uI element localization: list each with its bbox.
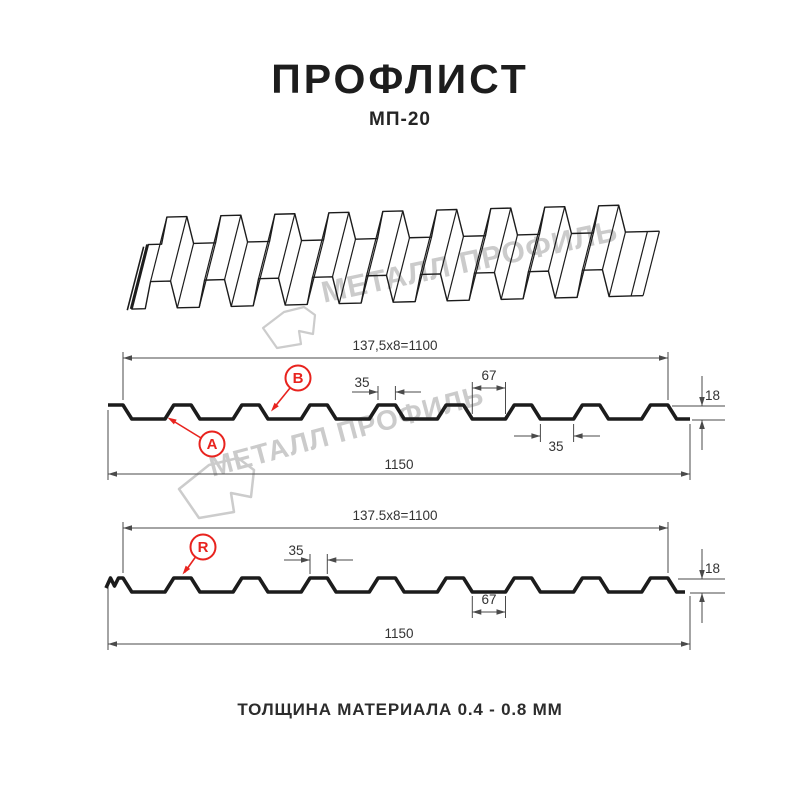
page-title: ПРОФЛИСТ	[271, 56, 529, 102]
dim-pitch-total-top: 137,5x8=1100	[353, 338, 438, 353]
label-r-circle	[189, 533, 217, 561]
brand-logo-watermark	[177, 456, 256, 520]
dim-total-width: 1150	[384, 457, 413, 472]
cross-section-bottom: R 137.5x8=1100 35 67 18 1150	[104, 508, 725, 650]
label-b-circle	[284, 364, 312, 392]
dim-total-width: 1150	[384, 626, 413, 641]
dim-valley-width: 67	[481, 368, 496, 383]
dim-valley-width: 67	[481, 592, 496, 607]
side-b-label: B	[293, 370, 304, 387]
cross-section-top: A B 137,5x8=1100 35 67 18 35 1150	[107, 338, 725, 480]
dim-rib-top-width: 35	[354, 375, 369, 390]
profile-3d-view	[126, 204, 660, 311]
dim-rib-top-width: 35	[288, 543, 303, 558]
dim-pitch-total-bottom: 137.5x8=1100	[353, 508, 438, 523]
profile-model-label: МП-20	[369, 109, 431, 130]
side-r-label: R	[198, 539, 209, 556]
dim-profile-height: 18	[705, 388, 720, 403]
dim-profile-height: 18	[705, 561, 720, 576]
brand-logo-watermark	[261, 305, 317, 350]
side-a-label: A	[207, 436, 218, 453]
label-a-circle	[198, 430, 226, 458]
dim-valley-bottom-width: 35	[548, 439, 563, 454]
material-thickness-note: ТОЛЩИНА МАТЕРИАЛА 0.4 - 0.8 ММ	[237, 700, 563, 719]
